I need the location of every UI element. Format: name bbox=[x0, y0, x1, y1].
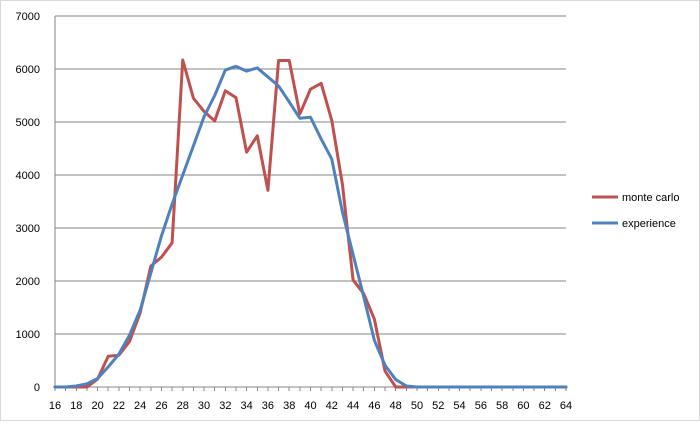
x-tick-label: 50 bbox=[411, 400, 423, 412]
series-lines bbox=[53, 58, 568, 389]
x-tick-label: 24 bbox=[134, 400, 146, 412]
y-tick-label: 6000 bbox=[16, 64, 40, 76]
x-tick-label: 16 bbox=[49, 400, 61, 412]
x-tick-label: 44 bbox=[347, 400, 359, 412]
x-tick-label: 26 bbox=[155, 400, 167, 412]
x-tick-label: 60 bbox=[517, 400, 529, 412]
x-tick-label: 40 bbox=[304, 400, 316, 412]
y-tick-label: 7000 bbox=[16, 11, 40, 23]
x-tick-label: 64 bbox=[560, 400, 572, 412]
legend-label: monte carlo bbox=[622, 192, 679, 204]
x-tick-label: 54 bbox=[453, 400, 465, 412]
y-tick-label: 5000 bbox=[16, 117, 40, 129]
y-axis: 0 1000 2000 3000 4000 5000 6000 7000 bbox=[16, 11, 56, 394]
x-tick-label: 48 bbox=[390, 400, 402, 412]
x-axis: 16 18 20 22 24 26 28 30 32 34 36 38 40 42 44 46 48 50 52 54… bbox=[49, 387, 572, 412]
x-tick-label: 42 bbox=[326, 400, 338, 412]
y-tick-label: 1000 bbox=[16, 329, 40, 341]
y-tick-label: 3000 bbox=[16, 223, 40, 235]
x-tick-label: 32 bbox=[219, 400, 231, 412]
y-tick-label: 0 bbox=[34, 382, 40, 394]
x-tick-label: 34 bbox=[241, 400, 253, 412]
x-tick-label: 38 bbox=[283, 400, 295, 412]
x-tick-label: 46 bbox=[368, 400, 380, 412]
x-tick-label: 30 bbox=[198, 400, 210, 412]
x-tick-label: 18 bbox=[70, 400, 82, 412]
x-tick-label: 52 bbox=[432, 400, 444, 412]
series-line-experience bbox=[53, 64, 568, 389]
x-tick-label: 58 bbox=[496, 400, 508, 412]
y-tick-label: 4000 bbox=[16, 170, 40, 182]
legend: monte carlo experience bbox=[592, 192, 679, 230]
x-tick-label: 36 bbox=[262, 400, 274, 412]
series-line-monte-carlo bbox=[53, 58, 568, 389]
x-tick-label: 28 bbox=[177, 400, 189, 412]
gridlines bbox=[55, 15, 566, 388]
y-tick-label: 2000 bbox=[16, 276, 40, 288]
x-tick-label: 20 bbox=[91, 400, 103, 412]
x-tick-label: 62 bbox=[539, 400, 551, 412]
legend-label: experience bbox=[622, 218, 676, 230]
x-tick-label: 22 bbox=[113, 400, 125, 412]
x-tick-label: 56 bbox=[475, 400, 487, 412]
